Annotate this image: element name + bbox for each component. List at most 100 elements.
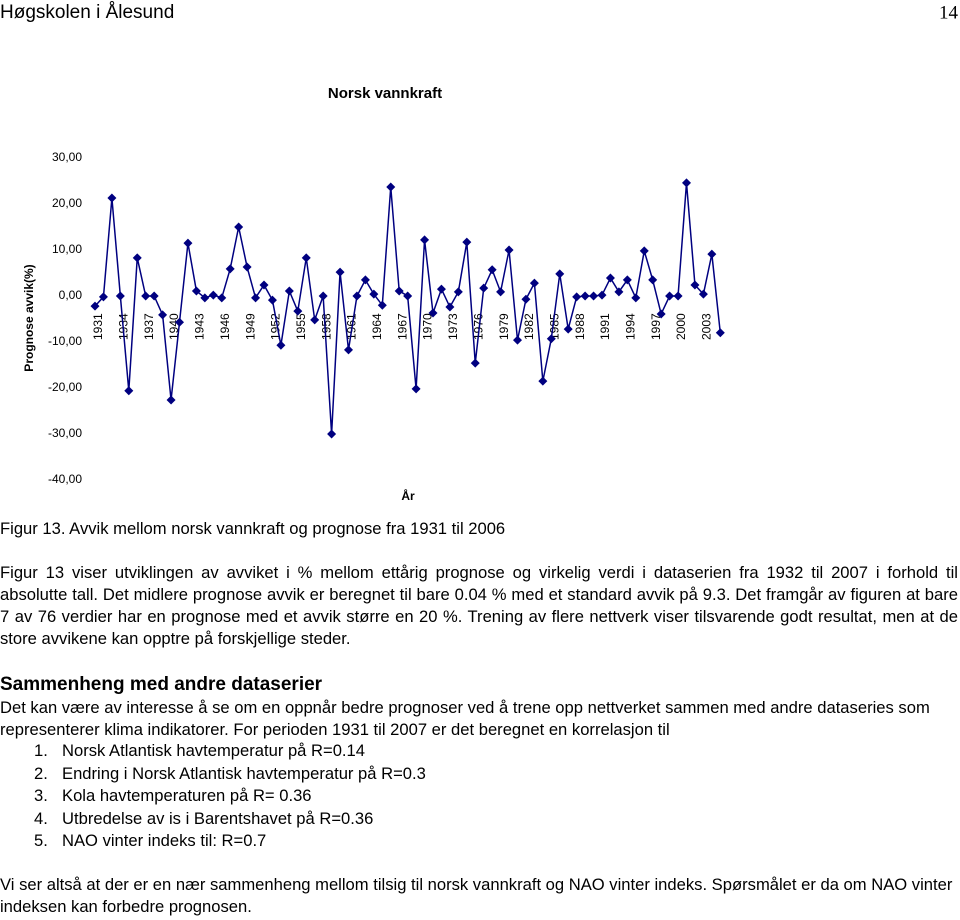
marker [479,283,489,293]
marker [589,291,599,301]
list-item: 3. Kola havtemperaturen på R= 0.36 [34,786,312,806]
marker [225,264,235,274]
marker [648,275,658,285]
y-tick-label: -40,00 [48,472,82,486]
x-tick-label: 1946 [218,313,232,340]
marker [513,335,522,345]
marker [487,265,497,275]
marker [141,291,151,301]
marker [284,286,294,296]
caption: Figur 13. Avvik mellom norsk vannkraft o… [0,519,506,538]
item-text: Norsk Atlantisk havtemperatur på R=0.14 [62,741,365,760]
x-tick-label: 1973 [446,313,460,340]
marker [572,292,582,302]
marker [200,293,210,303]
marker [98,292,108,302]
x-tick-label: 1997 [649,313,663,340]
marker [462,237,472,247]
x-tick-label: 1982 [522,313,536,340]
x-tick-label: 1958 [319,313,333,340]
chart: Høgskolen i Ålesund 14 Norsk vannkraft P… [0,2,959,503]
y-tick-label: -30,00 [48,426,82,440]
item-text: NAO vinter indeks til: R=0.7 [62,831,267,851]
y-tick-label: -10,00 [48,334,82,348]
marker [267,295,277,305]
y-tick-label: 0,00 [59,288,83,302]
marker [631,293,641,303]
item-text: Endring i Norsk Atlantisk havtemperatur … [62,763,426,783]
marker [622,275,632,285]
marker [386,182,396,192]
y-tick-label: 30,00 [52,150,82,164]
marker [217,293,227,303]
chart-title: Norsk vannkraft [328,85,442,102]
marker [403,291,413,301]
x-tick-label: 2000 [674,313,688,340]
x-tick-label: 1955 [294,313,308,340]
marker [242,262,252,272]
marker [614,287,624,297]
marker [420,235,430,245]
marker [597,290,607,300]
marker [208,290,218,300]
x-tick-label: 1964 [370,313,384,340]
list-item: 5. NAO vinter indeks til: R=0.7 [34,831,266,851]
item-number: 4. [34,808,48,828]
item-text: Utbredelse av is i Barentshavet på R=0.3… [62,808,374,828]
y-tick-label: 10,00 [52,242,82,256]
marker [115,291,125,301]
marker [175,317,184,327]
marker [158,310,168,320]
marker [301,253,311,263]
item-text: Kola havtemperaturen på R= 0.36 [62,786,312,806]
x-tick-label: 1937 [142,313,156,340]
marker [251,293,261,303]
marker [166,395,176,405]
x-axis-label: År [401,488,415,503]
x-tick-label: 1967 [395,313,409,340]
section-heading: Sammenheng med andre dataserier [0,674,323,695]
marker [377,300,387,310]
marker [605,273,615,283]
y-axis-label: Prognose avvik(%) [22,264,36,371]
marker [538,376,548,386]
paragraph: Vi ser altså at der er en nær sammenheng… [0,875,953,916]
marker [369,289,379,299]
marker [445,302,455,312]
x-tick-label: 1994 [624,313,638,340]
marker [673,291,683,301]
marker [707,249,717,259]
list-item: 4. Utbredelse av is i Barentshavet på R=0… [34,809,373,829]
marker [665,291,675,301]
marker [234,222,244,232]
marker [327,429,337,439]
marker [504,245,514,255]
marker [276,340,286,350]
marker [563,324,573,334]
marker [90,301,100,311]
marker [132,253,142,263]
marker [496,287,506,297]
item-number: 5. [34,831,48,851]
marker [546,334,556,344]
marker [715,328,725,338]
marker [191,286,201,296]
marker [352,291,362,301]
paragraph: Figur 13 viser utviklingen av avviket i … [0,563,958,648]
marker [698,289,708,299]
marker [318,291,328,301]
x-tick-label: 1979 [497,313,511,340]
marker [293,306,303,316]
x-tick-label: 1931 [91,313,105,340]
marker [411,384,421,394]
marker [394,286,404,296]
marker [656,309,666,319]
marker [529,278,539,288]
line [94,182,722,435]
marker [453,287,463,297]
marker [310,315,320,325]
marker [335,267,345,277]
list-item: 2. Endring i Norsk Atlantisk havtemperatu… [34,764,426,784]
paragraph: Det kan være av interesse å se om en opp… [0,698,930,739]
